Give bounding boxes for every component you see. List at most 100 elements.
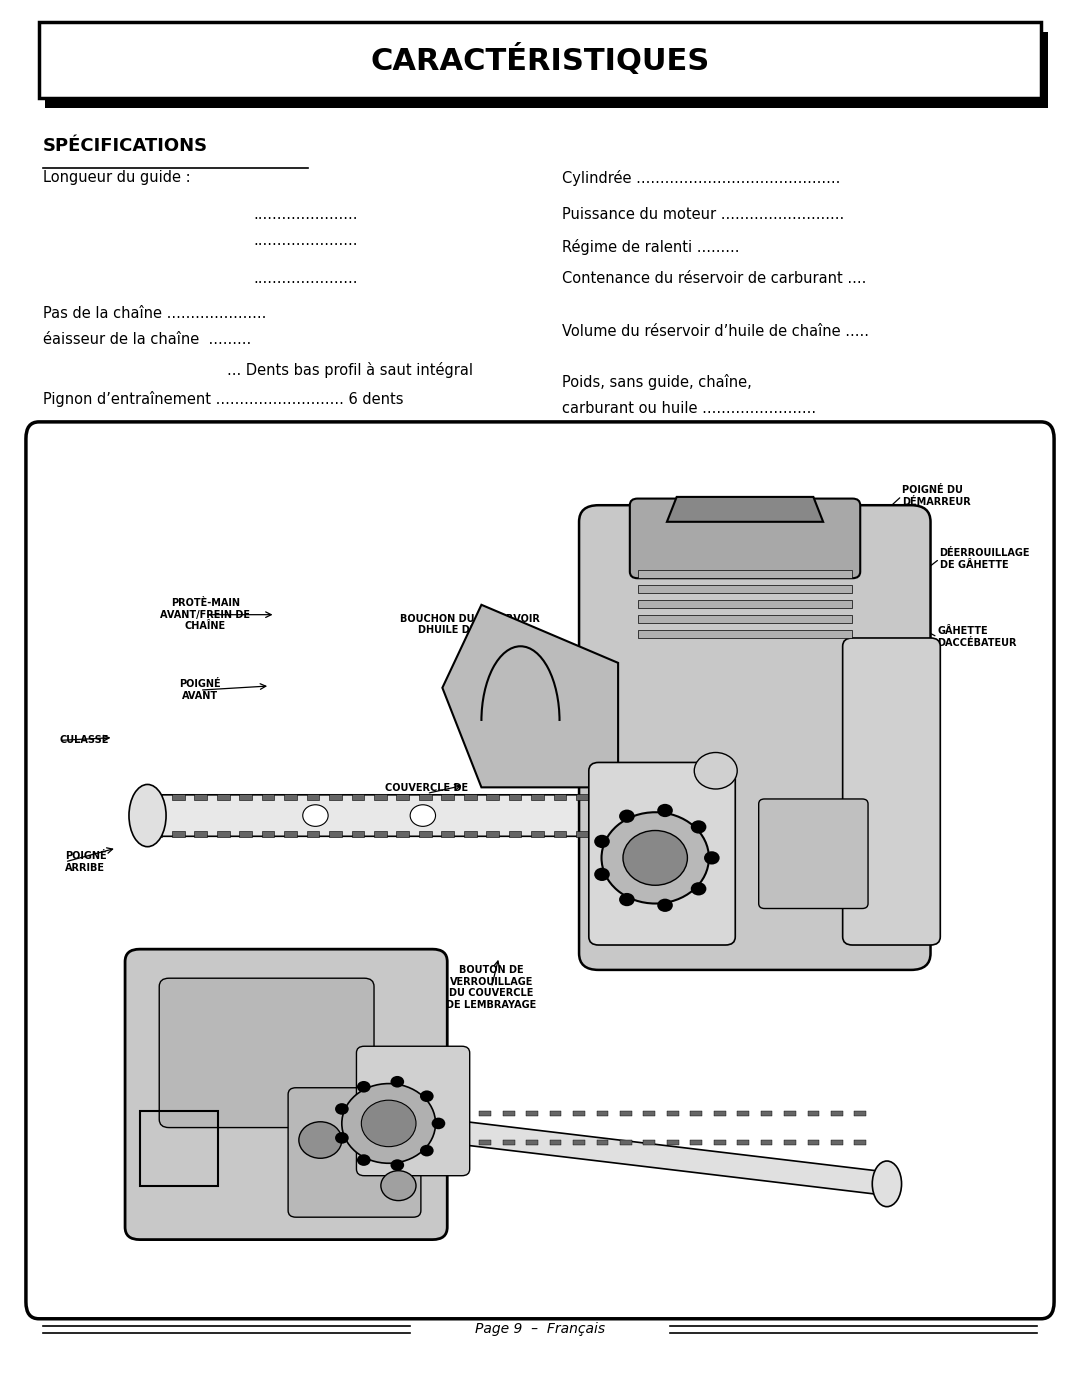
Bar [509, 793, 522, 800]
Bar [396, 793, 409, 800]
Ellipse shape [873, 1161, 902, 1207]
Text: BOÎTIER DE
DÉMARREUR: BOÎTIER DE DÉMARREUR [788, 638, 858, 661]
Bar [854, 1140, 866, 1146]
FancyBboxPatch shape [159, 978, 374, 1127]
Text: carburant ou huile ........................: carburant ou huile .....................… [562, 401, 815, 416]
Bar [172, 793, 185, 800]
Circle shape [381, 1171, 416, 1200]
Bar [573, 1140, 585, 1146]
Bar [596, 1111, 608, 1116]
Circle shape [335, 1104, 349, 1115]
Bar [194, 831, 207, 837]
Text: DÉERROUILLAGE
DE GÂHETTE: DÉERROUILLAGE DE GÂHETTE [940, 548, 1030, 570]
Circle shape [432, 1118, 445, 1129]
Text: Contenance du réservoir de carburant ....: Contenance du réservoir de carburant ...… [562, 271, 866, 286]
Circle shape [619, 893, 635, 907]
Bar [854, 1111, 866, 1116]
Bar [526, 1111, 538, 1116]
Bar [329, 793, 341, 800]
Bar [554, 831, 566, 837]
Circle shape [691, 882, 706, 895]
Bar [442, 831, 454, 837]
Bar [39, 22, 1041, 98]
Bar [808, 1111, 820, 1116]
FancyBboxPatch shape [26, 422, 1054, 1319]
Circle shape [691, 820, 706, 834]
Circle shape [594, 868, 610, 882]
Bar [714, 1140, 726, 1146]
Circle shape [658, 898, 673, 912]
Text: COUVERCLE DE
LEMBRAYAGE: COUVERCLE DE LEMBRAYAGE [386, 782, 468, 805]
Bar [261, 831, 274, 837]
Bar [307, 793, 320, 800]
Bar [284, 831, 297, 837]
Circle shape [420, 1144, 434, 1157]
Text: ......................: ...................... [254, 233, 359, 249]
Bar [760, 1111, 772, 1116]
Bar [531, 793, 544, 800]
Text: POIGNÉ
AVANT: POIGNÉ AVANT [179, 679, 220, 701]
Circle shape [391, 1160, 404, 1171]
Bar [831, 1140, 842, 1146]
Bar [637, 570, 852, 578]
Circle shape [704, 851, 719, 865]
Text: Régime de ralenti .........: Régime de ralenti ......... [562, 239, 739, 254]
Bar [637, 630, 852, 638]
Bar [714, 1111, 726, 1116]
Bar [550, 1111, 562, 1116]
Text: Cylindrée ...........................................: Cylindrée ..............................… [562, 170, 840, 186]
Bar [576, 793, 589, 800]
Text: CULASSE: CULASSE [59, 735, 109, 746]
Bar [456, 1140, 468, 1146]
Circle shape [335, 1132, 349, 1144]
Bar [240, 831, 252, 837]
Bar [442, 793, 454, 800]
Text: Puissance du moteur ..........................: Puissance du moteur ....................… [562, 207, 843, 222]
Circle shape [410, 805, 435, 827]
Polygon shape [423, 1118, 891, 1196]
Bar [45, 32, 1048, 108]
Bar [149, 793, 162, 800]
Bar [526, 1140, 538, 1146]
FancyBboxPatch shape [136, 795, 632, 837]
Bar [620, 1111, 632, 1116]
Bar [486, 793, 499, 800]
Circle shape [694, 753, 738, 789]
FancyBboxPatch shape [758, 799, 868, 908]
Text: ......................: ...................... [254, 271, 359, 286]
Circle shape [602, 812, 708, 904]
Text: Volume du réservoir d’huile de chaîne .....: Volume du réservoir d’huile de chaîne ..… [562, 324, 868, 339]
Bar [637, 585, 852, 594]
Bar [240, 793, 252, 800]
FancyBboxPatch shape [579, 506, 931, 970]
Bar [463, 831, 476, 837]
Text: Pas de la chaîne .....................: Pas de la chaîne ..................... [43, 306, 267, 321]
Bar [738, 1140, 748, 1146]
Bar [620, 1140, 632, 1146]
Text: Poids, sans guide, chaîne,: Poids, sans guide, chaîne, [562, 374, 752, 390]
Bar [554, 793, 566, 800]
FancyBboxPatch shape [842, 638, 941, 944]
Bar [480, 1140, 491, 1146]
Text: POIGNÉ DU
DÉMARREUR: POIGNÉ DU DÉMARREUR [902, 485, 971, 507]
Ellipse shape [129, 785, 166, 847]
FancyBboxPatch shape [630, 499, 861, 578]
Bar [396, 831, 409, 837]
Bar [352, 831, 364, 837]
Bar [456, 1111, 468, 1116]
Bar [760, 1140, 772, 1146]
Bar [374, 831, 387, 837]
FancyBboxPatch shape [356, 1046, 470, 1176]
Bar [667, 1140, 678, 1146]
Bar [463, 793, 476, 800]
Bar [784, 1140, 796, 1146]
Text: GÂHETTE
DACCÉBATEUR: GÂHETTE DACCÉBATEUR [937, 626, 1017, 648]
Circle shape [362, 1101, 416, 1147]
Bar [644, 1111, 656, 1116]
Circle shape [356, 1154, 370, 1166]
Circle shape [299, 1122, 341, 1158]
Bar [149, 831, 162, 837]
Bar [217, 831, 230, 837]
Circle shape [420, 1091, 434, 1102]
Bar [576, 831, 589, 837]
